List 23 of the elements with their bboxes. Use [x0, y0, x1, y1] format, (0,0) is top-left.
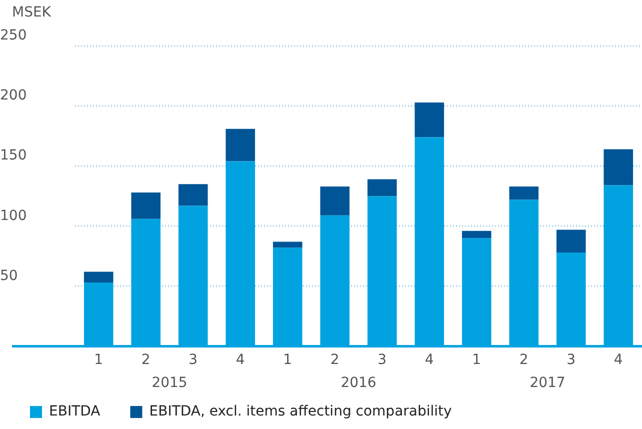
- y-tick-label: 150: [0, 148, 27, 164]
- y-axis-title: MSEK: [12, 4, 52, 21]
- x-tick-label: 4: [236, 352, 245, 368]
- legend-label: EBITDA, excl. items affecting comparability: [149, 404, 452, 420]
- x-tick-label: 3: [378, 352, 387, 368]
- y-tick-label: 50: [0, 268, 18, 284]
- text: 2015: [152, 374, 188, 391]
- y-tick-label: 200: [0, 88, 27, 104]
- x-tick-label: 2: [330, 352, 340, 368]
- x-tick-label: 4: [424, 352, 434, 368]
- text: 2017: [530, 374, 566, 391]
- x-tick-label: 4: [614, 352, 623, 368]
- x-tick-label: 3: [566, 352, 576, 368]
- x-tick-label: 1: [283, 352, 292, 368]
- x-tick-label: 1: [472, 352, 482, 368]
- x-tick-label: 2: [141, 352, 150, 368]
- y-tick-label: 100: [0, 208, 27, 224]
- text: 2016: [340, 374, 376, 391]
- legend-label: EBITDA: [49, 404, 101, 420]
- x-tick-label: 1: [94, 352, 104, 368]
- x-tick-label: 3: [188, 352, 198, 368]
- y-tick-label: 250: [0, 28, 27, 44]
- x-tick-label: 2: [519, 352, 528, 368]
